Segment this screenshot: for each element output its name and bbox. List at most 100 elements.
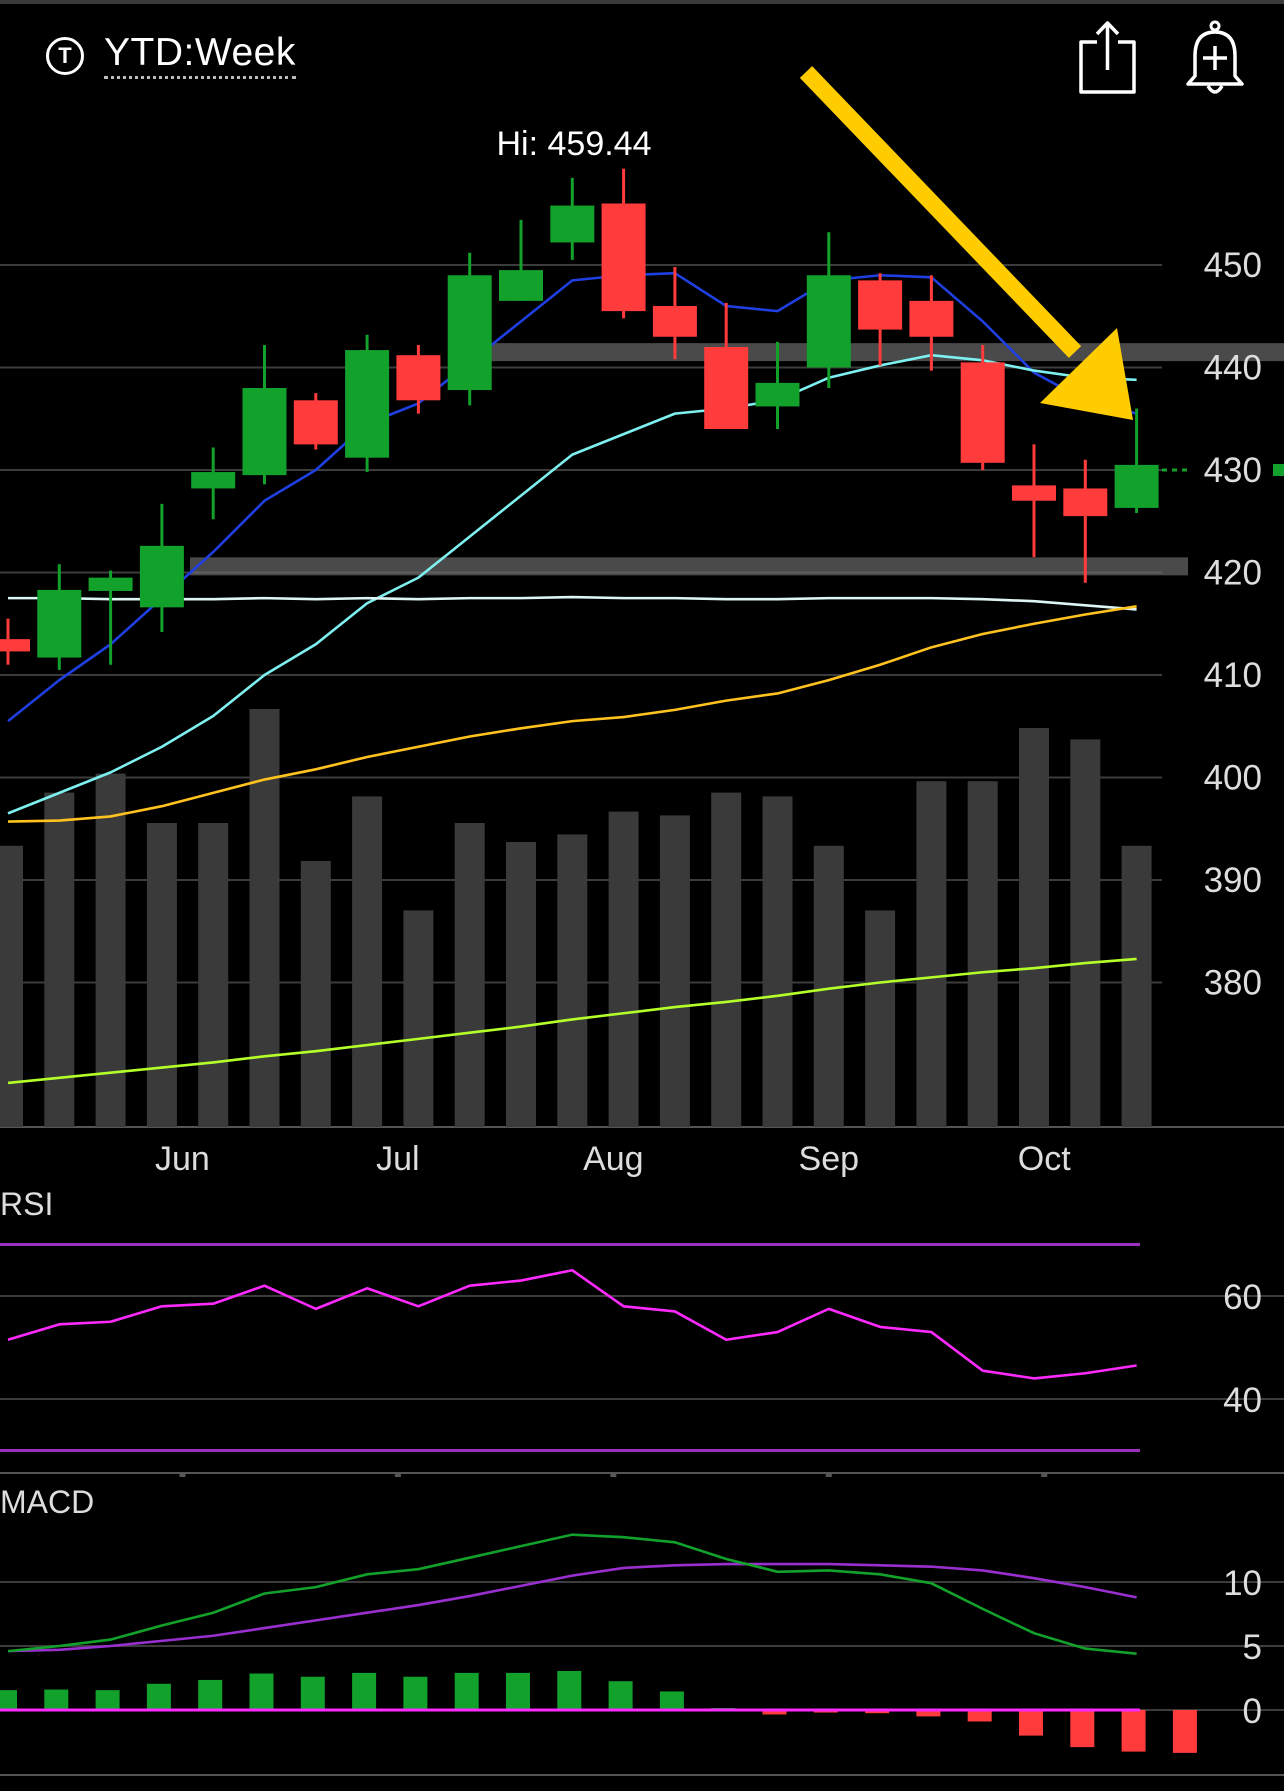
candle-body <box>909 300 954 337</box>
x-axis-tick <box>825 1472 832 1477</box>
price-axis-label: 380 <box>1204 964 1262 1003</box>
volume-bar <box>1019 728 1049 1127</box>
candlestick[interactable] <box>139 503 184 632</box>
candlestick[interactable] <box>191 447 236 520</box>
volume-bar <box>44 792 75 1127</box>
moving-average-lime <box>7 957 1137 1085</box>
rsi-line <box>7 1268 1137 1380</box>
candle-body <box>1063 488 1108 517</box>
macd-histogram-bar <box>608 1681 633 1710</box>
candle-body <box>652 306 697 337</box>
price-axis-label: 420 <box>1204 554 1262 593</box>
volume-bar <box>146 823 177 1127</box>
volume-bar <box>198 823 229 1127</box>
candlestick[interactable] <box>0 618 30 665</box>
price-axis-label: 390 <box>1204 861 1262 900</box>
candle-body <box>755 382 800 407</box>
volume-bar <box>967 781 998 1127</box>
macd-histogram-bar <box>1172 1710 1197 1753</box>
candlestick[interactable] <box>1012 444 1056 558</box>
macd-axis-label: 10 <box>1223 1564 1262 1603</box>
volume-bar <box>403 910 434 1127</box>
candlestick[interactable] <box>1063 459 1108 583</box>
candlestick[interactable] <box>755 341 800 429</box>
candle-body <box>37 589 82 658</box>
volume-bar <box>1121 845 1152 1127</box>
macd-axis-label: 5 <box>1243 1628 1262 1667</box>
candle-body <box>293 400 338 445</box>
macd-histogram-bar <box>403 1676 428 1710</box>
candlestick[interactable] <box>37 564 82 670</box>
macd-histogram-bar <box>967 1710 992 1722</box>
x-axis-tick <box>394 1472 401 1477</box>
candlestick[interactable] <box>1114 408 1159 514</box>
volume-bar <box>352 796 383 1127</box>
volume-bar <box>95 773 126 1127</box>
macd-line <box>7 1533 1137 1655</box>
macd-histogram-bar <box>1121 1710 1146 1752</box>
chart-header: T YTD:Week <box>0 20 1284 94</box>
candlestick[interactable] <box>601 168 646 319</box>
volume-bar <box>711 792 742 1127</box>
volume-bar <box>557 834 588 1127</box>
candlestick[interactable] <box>499 219 543 301</box>
macd-histogram-bar <box>146 1683 171 1710</box>
x-axis-tick <box>610 1472 617 1477</box>
price-axis-label: 440 <box>1204 349 1262 388</box>
candlestick[interactable] <box>960 344 1005 470</box>
candle-body <box>0 639 30 652</box>
candle-body <box>960 362 1005 463</box>
candlestick[interactable] <box>345 334 390 473</box>
candlestick[interactable] <box>293 393 338 450</box>
candle-body <box>499 270 543 301</box>
volume-bar <box>865 910 896 1127</box>
macd-histogram-bar <box>762 1710 787 1715</box>
candle-body <box>858 280 903 330</box>
macd-histogram-bar <box>557 1670 582 1710</box>
volume-bar <box>608 811 639 1127</box>
candlestick[interactable] <box>242 344 287 485</box>
candlestick[interactable] <box>652 267 697 360</box>
x-axis-month-label: Aug <box>583 1140 644 1178</box>
timeframe-selector[interactable]: T YTD:Week <box>46 32 296 79</box>
candlestick[interactable] <box>858 273 903 366</box>
macd-histogram-bar <box>0 1690 17 1710</box>
volume-bar <box>249 709 280 1127</box>
candlestick[interactable] <box>88 570 133 665</box>
macd-histogram-bar <box>95 1690 120 1710</box>
macd-histogram-bar <box>659 1691 684 1710</box>
x-axis-month-label: Jun <box>155 1140 210 1178</box>
candle-body <box>550 205 595 243</box>
macd-histogram-bar <box>352 1672 377 1710</box>
macd-histogram-bar <box>1070 1710 1095 1748</box>
rsi-axis-label: 60 <box>1223 1278 1262 1317</box>
candle-body <box>88 577 133 591</box>
macd-histogram-bar <box>249 1673 274 1710</box>
candlestick[interactable] <box>806 232 851 388</box>
ticker-t-icon: T <box>46 36 84 75</box>
candle-body <box>447 275 492 391</box>
price-axis-label: 410 <box>1204 656 1262 695</box>
volume-bar <box>506 842 536 1127</box>
x-axis-tick <box>179 1472 186 1477</box>
candlestick[interactable] <box>550 177 595 260</box>
annotation-arrow-head <box>1040 328 1133 420</box>
share-button[interactable] <box>1072 20 1142 100</box>
macd-histogram-bar <box>1019 1710 1043 1736</box>
macd-histogram-bar <box>865 1710 890 1714</box>
macd-panel-label: MACD <box>0 1484 94 1520</box>
macd-histogram-bar <box>506 1672 530 1710</box>
price-axis-label: 430 <box>1204 451 1262 490</box>
candle-body <box>1114 464 1159 508</box>
candlestick[interactable] <box>704 302 749 429</box>
add-alert-button[interactable] <box>1178 20 1248 100</box>
candlestick[interactable] <box>447 252 492 406</box>
candle-body <box>396 355 441 401</box>
candlestick[interactable] <box>396 344 441 414</box>
current-price-marker <box>1273 464 1284 476</box>
candlestick[interactable] <box>909 275 954 371</box>
candle-body <box>139 545 184 608</box>
high-annotation: Hi: 459.44 <box>497 125 652 163</box>
candle-body <box>345 350 390 458</box>
